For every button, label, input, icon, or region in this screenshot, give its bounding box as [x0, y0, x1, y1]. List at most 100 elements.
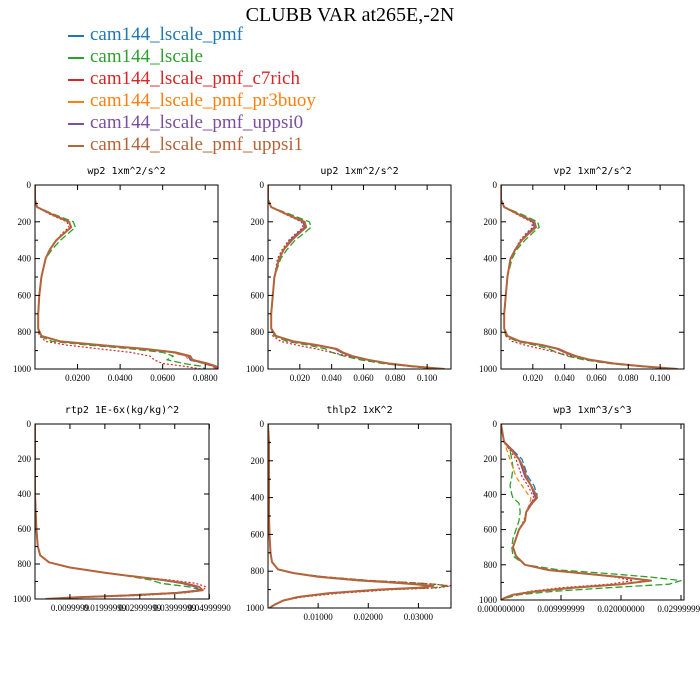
series-line [35, 424, 204, 599]
y-tick-label: 400 [484, 489, 498, 499]
series-line [35, 424, 200, 599]
y-tick-label: 200 [18, 454, 32, 464]
panel-title: vp2 1xm^2/s^2 [553, 166, 631, 177]
series-line [35, 424, 207, 599]
y-tick-label: 200 [484, 454, 498, 464]
y-tick-label: 0 [27, 419, 32, 429]
plot-frame [34, 423, 210, 600]
y-tick-label: 400 [251, 254, 265, 264]
x-tick-label: 0.03000 [404, 612, 434, 622]
legend-swatch [68, 79, 84, 81]
x-tick-label: 0.060 [586, 373, 607, 383]
y-tick-label: 600 [484, 290, 498, 300]
x-tick-label: 0.03999999 [153, 603, 196, 613]
y-tick-label: 0 [260, 180, 265, 190]
y-tick-label: 200 [251, 217, 265, 227]
x-tick-label: 0.100 [650, 373, 671, 383]
series-line [501, 424, 682, 600]
legend-label: cam144_lscale [90, 46, 203, 67]
y-tick-label: 600 [251, 529, 265, 539]
y-tick-label: 600 [18, 290, 32, 300]
y-tick-label: 400 [18, 254, 32, 264]
legend-swatch [68, 35, 84, 37]
x-tick-label: 0.000000000 [477, 604, 525, 614]
legend-label: cam144_lscale_pmf_c7rich [90, 68, 300, 89]
x-tick-label: 0.009999999 [537, 604, 585, 614]
x-tick-label: 0.0800 [193, 373, 218, 383]
series-line [268, 424, 435, 608]
legend-label: cam144_lscale_pmf_uppsi1 [90, 134, 304, 155]
legend-label: cam144_lscale_pmf [90, 24, 244, 45]
y-tick-label: 800 [251, 566, 265, 576]
panel-title: rtp2 1E-6x(kg/kg)^2 [65, 405, 179, 416]
legend-swatch [68, 57, 84, 59]
y-tick-label: 800 [484, 327, 498, 337]
legend-label: cam144_lscale_pmf_uppsi0 [90, 112, 304, 133]
x-tick-label: 0.080 [385, 373, 406, 383]
y-tick-label: 1000 [13, 594, 32, 604]
series-line [35, 424, 200, 599]
x-tick-label: 0.01000 [304, 612, 334, 622]
chart-panel: rtp2 1E-6x(kg/kg)^2 0 200 400 600 800 1000 0.00… [13, 405, 231, 613]
x-tick-label: 0.0099999 [51, 603, 90, 613]
series-line [35, 185, 218, 369]
series-line [501, 424, 652, 600]
x-tick-label: 0.020 [290, 373, 311, 383]
y-tick-label: 200 [484, 217, 498, 227]
chart-panel: thlp2 1xK^2 0 200 400 600 800 1000 0.01000 0.020… [246, 405, 452, 622]
x-tick-label: 0.02999999 [118, 603, 161, 613]
series-line [268, 185, 445, 369]
chart-title: CLUBB VAR at265E,-2N [245, 4, 455, 26]
x-tick-label: 0.040 [555, 373, 576, 383]
y-tick-label: 1000 [13, 364, 32, 374]
x-tick-label: 0.01999999 [84, 603, 127, 613]
x-tick-label: 0.060 [353, 373, 374, 383]
chart-panel: up2 1xm^2/s^2 0 200 400 600 800 1000 0.020 0.040… [246, 166, 452, 383]
x-tick-label: 0.040 [322, 373, 343, 383]
y-tick-label: 600 [251, 290, 265, 300]
series-line [501, 185, 678, 369]
y-tick-label: 0 [493, 180, 498, 190]
x-tick-label: 0.02000 [354, 612, 384, 622]
panel-title: up2 1xm^2/s^2 [320, 166, 398, 177]
x-tick-label: 0.0200 [65, 373, 90, 383]
panel-title: wp3 1xm^3/s^3 [553, 405, 631, 416]
plot-frame [500, 184, 685, 370]
y-tick-label: 0 [260, 419, 265, 429]
legend-label: cam144_lscale_pmf_pr3buoy [90, 90, 316, 111]
series-line [501, 185, 677, 369]
y-tick-label: 1000 [479, 595, 498, 605]
series-line [501, 185, 677, 369]
legend-swatch [68, 123, 84, 125]
y-tick-label: 1000 [479, 364, 498, 374]
x-tick-label: 0.020 [523, 373, 544, 383]
series-line [35, 185, 206, 369]
y-tick-label: 1000 [246, 364, 265, 374]
series-line [501, 185, 677, 369]
y-tick-label: 800 [18, 559, 32, 569]
chart-panel: wp2 1xm^2/s^2 0 200 400 600 800 1000 0.0200 0.04… [13, 166, 219, 383]
panel-title: wp2 1xm^2/s^2 [87, 166, 165, 177]
y-tick-label: 400 [18, 489, 32, 499]
y-tick-label: 600 [18, 524, 32, 534]
legend-swatch [68, 101, 84, 103]
chart-panel: vp2 1xm^2/s^2 0 200 400 600 800 1000 0.020 0.040… [479, 166, 685, 383]
y-tick-label: 200 [18, 217, 32, 227]
chart-panel: wp3 1xm^3/s^3 0 200 400 600 800 10000.00000000… [477, 405, 700, 614]
y-tick-label: 800 [251, 327, 265, 337]
x-tick-label: 0.0600 [150, 373, 175, 383]
series-line [501, 185, 673, 369]
y-tick-label: 0 [493, 419, 498, 429]
y-tick-label: 0 [27, 180, 32, 190]
y-tick-label: 600 [484, 525, 498, 535]
series-line [35, 424, 204, 599]
y-tick-label: 400 [484, 254, 498, 264]
y-tick-label: 1000 [246, 603, 265, 613]
x-tick-label: 0.0400 [108, 373, 133, 383]
series-line [501, 185, 673, 369]
x-tick-label: 0.029999999 [657, 604, 700, 614]
y-tick-label: 400 [251, 493, 265, 503]
x-tick-label: 0.020000000 [597, 604, 645, 614]
series-line [35, 424, 200, 599]
